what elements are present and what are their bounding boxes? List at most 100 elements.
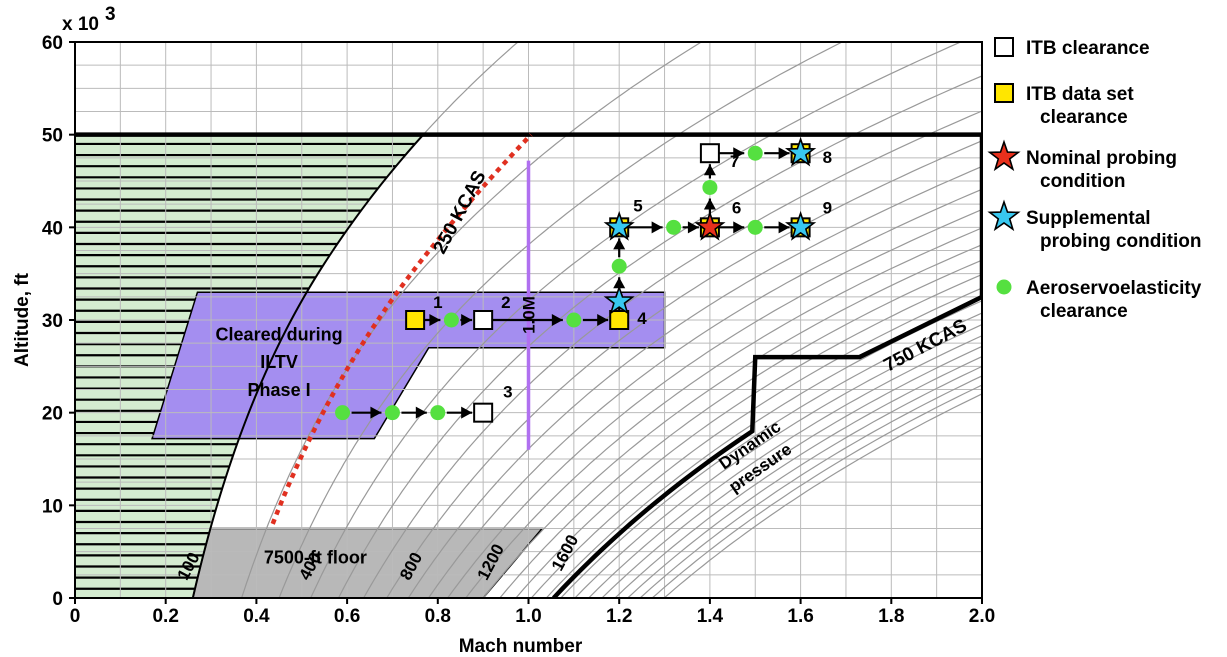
kcas-250-line: [270, 133, 533, 525]
low-speed-boundary: [191, 133, 425, 598]
x-tick-label: 0.8: [425, 606, 451, 627]
dynamic-pressure-curve: [241, 42, 703, 598]
dynamic-pressure-curve: [499, 259, 982, 598]
dynamic-pressure-curve: [428, 188, 982, 598]
y-multiplier-exponent: 3: [105, 4, 116, 25]
legend-label: clearance: [1040, 107, 1128, 128]
test-point-label: 2: [501, 293, 510, 312]
legend-label: clearance: [1040, 301, 1128, 322]
curve-label: 1600: [548, 532, 583, 574]
supplemental-probing-star: [784, 136, 817, 167]
dynamic-pressure-curve: [386, 140, 982, 598]
dynamic-pressure-curve: [515, 273, 982, 598]
supplemental-probing-star: [784, 210, 817, 241]
flow-arrow-head: [651, 221, 663, 234]
legend-label: ITB clearance: [1026, 38, 1150, 59]
test-point-label: 3: [503, 383, 512, 402]
dynamic-pressure-curve: [407, 165, 982, 598]
flow-arrow-head: [687, 221, 699, 234]
dynamic-pressure-boundary: [551, 294, 982, 598]
y-axis-label: Altitude, ft: [12, 272, 33, 367]
test-point-marker: [699, 143, 720, 164]
flow-arrow-head: [461, 406, 473, 419]
cleared-label: ILTV: [260, 352, 298, 372]
dynamic-pressure-curve: [310, 42, 963, 598]
dynamic-pressure-curve: [560, 312, 982, 598]
x-tick-label: 1.2: [606, 606, 632, 627]
flow-arrow-head: [613, 238, 626, 250]
dynamic-pressure-curve: [627, 365, 982, 598]
legend-label: Aeroservoelasticity: [1026, 278, 1202, 299]
floor-label: 7500-ft floor: [264, 548, 367, 568]
mach-1-label: 1.0M: [520, 296, 539, 334]
dynamic-pressure-curve: [614, 355, 982, 598]
test-point-label: 5: [633, 196, 642, 215]
legend-label: probing condition: [1040, 231, 1201, 252]
legend-yellow-square: [994, 83, 1014, 103]
x-tick-label: 0.6: [334, 606, 360, 627]
ase-clearance-dot: [702, 179, 718, 195]
test-point-marker: [473, 402, 494, 423]
legend-label: Nominal probing: [1026, 148, 1177, 169]
ase-clearance-dot: [335, 405, 351, 421]
flow-arrow-head: [597, 314, 609, 326]
x-tick-label: 1.6: [787, 606, 813, 627]
y-tick-label: 10: [42, 496, 63, 517]
flow-arrow-head: [778, 221, 790, 234]
test-point-label: 6: [732, 198, 741, 217]
dynamic-pressure-curve: [465, 227, 982, 598]
legend-label: Supplemental: [1026, 208, 1151, 229]
test-point-label: 4: [637, 309, 647, 328]
ase-clearance-dot: [566, 312, 582, 328]
test-point-marker: [405, 310, 426, 330]
flow-arrow-head: [370, 406, 382, 419]
ase-clearance-dot: [611, 258, 627, 274]
y-tick-label: 30: [42, 311, 63, 332]
y-tick-label: 60: [42, 33, 63, 54]
x-tick-label: 0.4: [243, 606, 270, 627]
supplemental-probing-star: [603, 285, 635, 315]
x-tick-label: 0.2: [152, 606, 178, 627]
x-tick-label: 2.0: [969, 606, 995, 627]
legend-label: ITB data set: [1026, 84, 1134, 105]
legend-red-star: [987, 139, 1021, 172]
flow-arrow-head: [461, 314, 473, 326]
dynamic-pressure-curve: [639, 375, 982, 598]
flow-arrow-head: [733, 147, 745, 160]
test-point-marker: [609, 310, 630, 330]
flow-arrow-head: [703, 164, 716, 176]
y-tick-label: 20: [42, 404, 63, 425]
legend-label: condition: [1040, 171, 1125, 192]
ase-clearance-dot: [443, 312, 459, 328]
test-point-label: 8: [823, 148, 832, 167]
cleared-label: Cleared during: [216, 324, 343, 344]
x-tick-label: 1.8: [878, 606, 904, 627]
x-tick-label: 0: [70, 606, 81, 627]
x-axis-label: Mach number: [459, 636, 583, 657]
dynamic-pressure-curve: [574, 323, 982, 598]
y-multiplier-label: x 10: [62, 14, 99, 35]
dynamic-pressure-curve: [278, 42, 844, 598]
ase-clearance-dot: [747, 145, 763, 161]
y-tick-label: 40: [42, 218, 63, 239]
y-tick-label: 50: [42, 126, 63, 147]
dynamic-pressure-curve: [363, 110, 982, 598]
dynamic-pressure-curve: [601, 345, 982, 598]
legend-blue-star: [987, 199, 1021, 232]
dynamic-pressure-curve: [447, 208, 982, 598]
dynamic-pressure-curve: [588, 335, 982, 598]
test-point-marker: [473, 310, 494, 330]
ase-clearance-dot: [666, 219, 682, 235]
legend-green-dot: [996, 279, 1012, 295]
flow-arrow-head: [778, 147, 790, 160]
dynamic-pressure-curve: [651, 384, 982, 598]
x-tick-label: 1.4: [697, 606, 724, 627]
dynamic-pressure-curve: [482, 244, 982, 598]
ase-clearance-dot: [384, 405, 400, 421]
cleared-label: Phase I: [248, 380, 311, 400]
flow-arrow-head: [551, 314, 563, 326]
test-point-label: 9: [823, 198, 832, 217]
ase-clearance-dot: [430, 405, 446, 421]
flow-arrow-head: [415, 406, 427, 419]
flow-arrow-head: [703, 198, 716, 210]
